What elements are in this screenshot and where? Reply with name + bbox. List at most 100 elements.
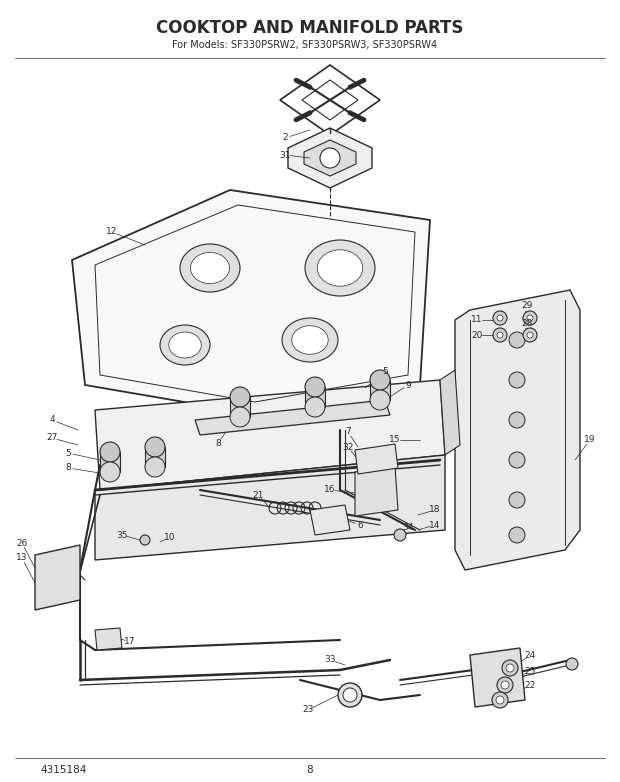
Polygon shape [470,648,525,707]
Polygon shape [195,400,390,435]
Polygon shape [72,190,430,415]
Circle shape [394,529,406,541]
Circle shape [230,407,250,427]
Circle shape [493,311,507,325]
Text: 18: 18 [429,505,441,515]
Circle shape [145,437,165,457]
Text: 11: 11 [471,315,483,325]
Text: For Models: SF330PSRW2, SF330PSRW3, SF330PSRW4: For Models: SF330PSRW2, SF330PSRW3, SF33… [172,40,438,50]
Polygon shape [304,140,356,176]
Ellipse shape [305,240,375,296]
Circle shape [509,527,525,543]
Polygon shape [455,290,580,570]
Ellipse shape [160,325,210,365]
Circle shape [527,315,533,321]
Text: 23: 23 [303,705,314,715]
Circle shape [509,412,525,428]
Circle shape [343,688,357,702]
Text: 14: 14 [429,521,441,529]
Text: 7: 7 [345,428,351,436]
Text: 13: 13 [16,554,28,562]
Circle shape [497,332,503,338]
Circle shape [509,492,525,508]
Circle shape [509,372,525,388]
Circle shape [509,332,525,348]
Text: 8: 8 [65,464,71,472]
Text: 26: 26 [16,539,28,547]
Circle shape [493,328,507,342]
Text: 19: 19 [584,436,596,444]
Text: 8: 8 [215,439,221,447]
Polygon shape [355,466,398,516]
Text: 29: 29 [521,302,533,310]
Ellipse shape [292,325,328,354]
Circle shape [100,462,120,482]
Polygon shape [95,380,445,490]
Polygon shape [370,380,390,400]
Text: 35: 35 [117,530,128,540]
Polygon shape [230,397,250,417]
Text: 27: 27 [46,433,58,443]
Text: 2: 2 [282,134,288,142]
Text: 21: 21 [252,490,264,500]
Polygon shape [95,455,445,560]
Polygon shape [288,128,372,188]
Text: 6: 6 [357,521,363,529]
Circle shape [497,677,513,693]
Circle shape [320,148,340,168]
Polygon shape [95,628,122,650]
Text: 32: 32 [342,443,353,451]
Circle shape [506,664,514,672]
Circle shape [497,315,503,321]
Circle shape [496,696,504,704]
Polygon shape [440,370,460,455]
Ellipse shape [190,253,229,284]
Circle shape [527,332,533,338]
Polygon shape [100,452,120,472]
Text: 4: 4 [49,415,55,425]
Circle shape [566,658,578,670]
Circle shape [338,683,362,707]
Text: 34: 34 [402,523,414,533]
Circle shape [501,681,509,689]
Text: 4315184: 4315184 [40,765,86,775]
Text: 15: 15 [389,436,401,444]
Polygon shape [35,545,80,610]
Ellipse shape [317,249,363,286]
Circle shape [100,442,120,462]
Circle shape [145,457,165,477]
Circle shape [140,535,150,545]
Circle shape [370,370,390,390]
Circle shape [230,387,250,407]
Text: Replaceparts.com: Replaceparts.com [236,451,324,469]
Text: 16: 16 [324,486,336,494]
Circle shape [492,692,508,708]
Text: 22: 22 [525,681,536,691]
Text: 31: 31 [279,150,291,160]
Circle shape [305,397,325,417]
Text: 33: 33 [324,655,336,665]
Circle shape [305,377,325,397]
Text: 10: 10 [164,533,175,541]
Text: 28: 28 [521,318,533,328]
Ellipse shape [180,244,240,292]
Circle shape [523,311,537,325]
Text: 25: 25 [525,666,536,676]
Circle shape [523,328,537,342]
Text: 8: 8 [307,765,313,775]
Circle shape [509,452,525,468]
Text: 17: 17 [124,637,136,647]
Text: 20: 20 [471,331,483,339]
Polygon shape [355,444,398,474]
Text: 5: 5 [382,368,388,376]
Polygon shape [305,387,325,407]
Ellipse shape [282,318,338,362]
Polygon shape [310,505,350,535]
Circle shape [370,390,390,410]
Text: COOKTOP AND MANIFOLD PARTS: COOKTOP AND MANIFOLD PARTS [156,19,464,37]
Circle shape [502,660,518,676]
Text: 24: 24 [525,651,536,661]
Text: 9: 9 [405,381,411,389]
Polygon shape [145,447,165,467]
Text: 12: 12 [106,228,118,236]
